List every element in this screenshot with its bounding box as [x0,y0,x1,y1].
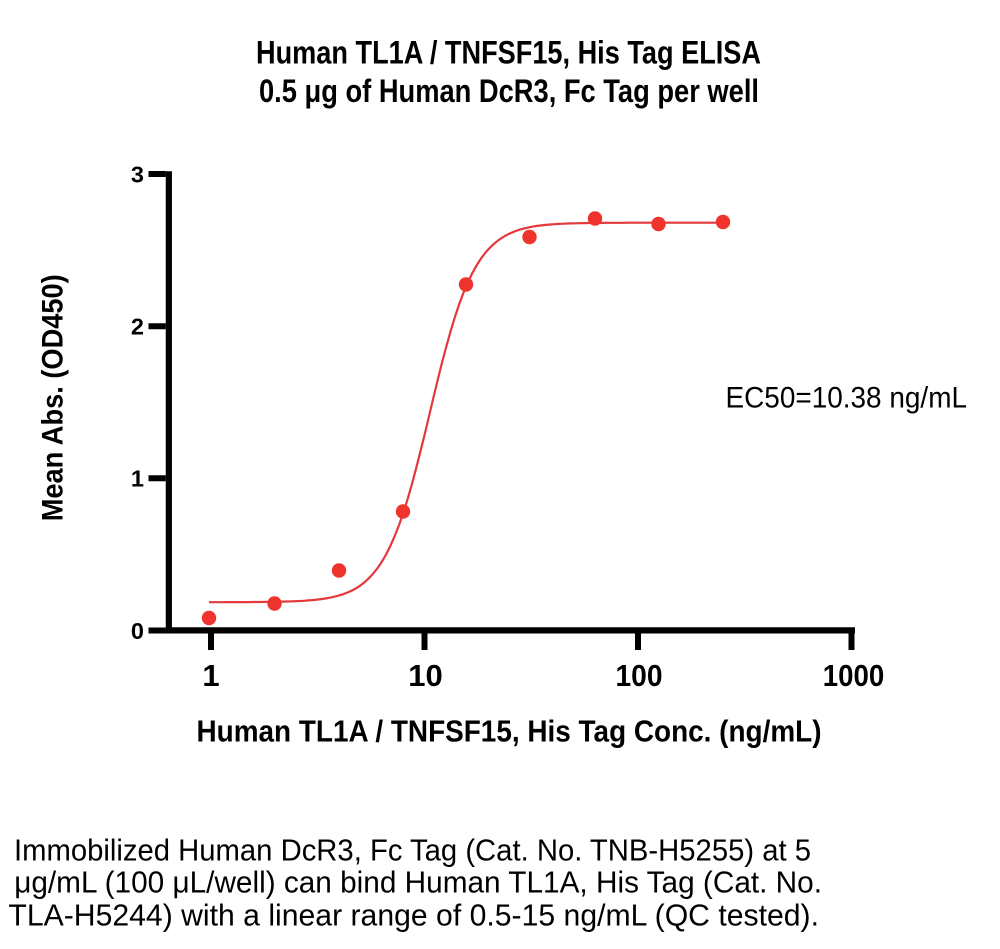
svg-text:μg/mL (100 μL/well) can bind H: μg/mL (100 μL/well) can bind Human TL1A,… [14,865,822,900]
svg-text:1: 1 [202,658,219,693]
svg-text:Immobilized Human DcR3, Fc Tag: Immobilized Human DcR3, Fc Tag (Cat. No.… [14,833,811,868]
svg-text:Human TL1A / TNFSF15, His Tag: Human TL1A / TNFSF15, His Tag Conc. (ng/… [197,714,822,749]
svg-text:EC50=10.38 ng/mL: EC50=10.38 ng/mL [726,382,968,415]
svg-text:100: 100 [616,658,663,693]
svg-text:Mean Abs. (OD450): Mean Abs. (OD450) [37,274,70,521]
svg-text:TLA-H5244) with a linear range: TLA-H5244) with a linear range of 0.5-15… [8,898,819,933]
svg-text:1000: 1000 [823,658,885,693]
svg-text:0.5 μg of Human DcR3, Fc Tag p: 0.5 μg of Human DcR3, Fc Tag per well [259,73,759,109]
svg-text:2: 2 [131,314,144,340]
svg-text:1: 1 [131,466,144,492]
svg-text:3: 3 [131,161,144,187]
svg-text:10: 10 [408,658,442,693]
svg-text:Human TL1A / TNFSF15, His Tag: Human TL1A / TNFSF15, His Tag ELISA [256,35,761,71]
svg-text:0: 0 [131,618,144,644]
